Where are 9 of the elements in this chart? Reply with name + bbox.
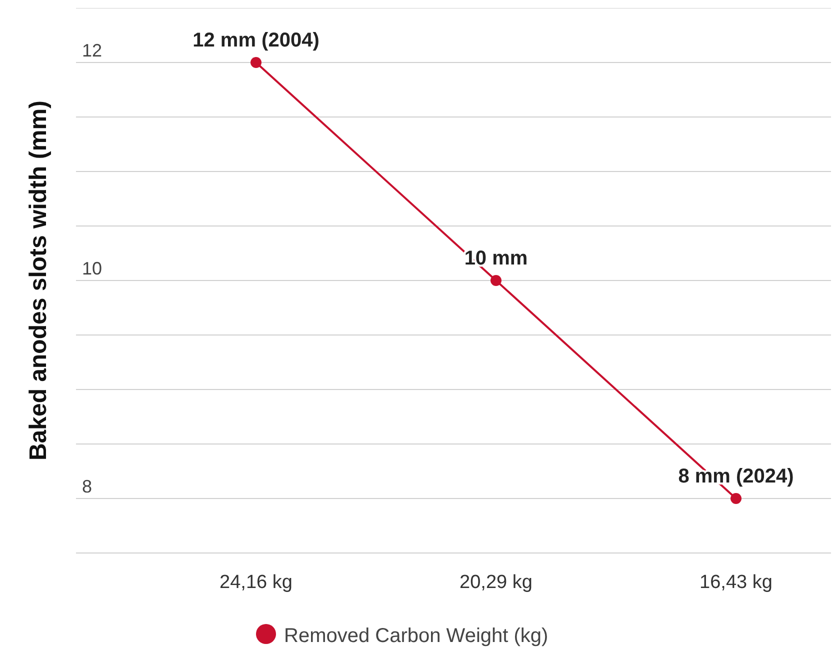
x-tick-label: 20,29 kg — [460, 572, 532, 593]
x-tick-label: 16,43 kg — [700, 572, 772, 593]
y-tick-label: 10 — [82, 258, 102, 278]
legend-label: Removed Carbon Weight (kg) — [284, 625, 548, 647]
data-label: 12 mm (2004) — [192, 30, 320, 52]
y-tick-label: 8 — [82, 476, 92, 496]
y-tick-label: 12 — [82, 40, 102, 60]
y-axis-title: Baked anodes slots width (mm) — [25, 100, 52, 461]
x-tick-label: 24,16 kg — [220, 572, 292, 593]
